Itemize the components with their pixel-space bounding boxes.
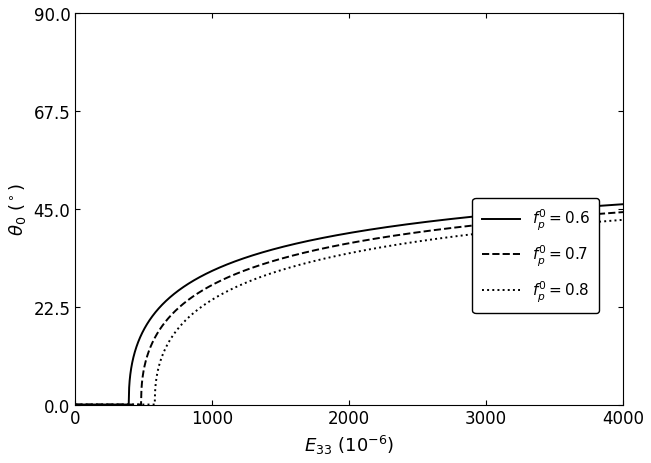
Line: $f_p^0 = 0.8$: $f_p^0 = 0.8$ — [76, 220, 623, 405]
$f_p^0 = 0.7$ — [179, 302, 187, 307]
Line: $f_p^0 = 0.6$: $f_p^0 = 0.6$ — [76, 205, 623, 405]
Y-axis label: $\theta_0$ ($^\circ$): $\theta_0$ ($^\circ$) — [7, 183, 28, 236]
$f_p^0 = 0.8$ — [179, 321, 187, 326]
$f_p^0 = 0.8$ — [94, 402, 102, 407]
$f_p^0 = 0.7$ — [72, 402, 79, 407]
$f_p^0 = 0.7$ — [104, 402, 112, 407]
$f_p^0 = 0.7$ — [619, 210, 627, 215]
Line: $f_p^0 = 0.7$: $f_p^0 = 0.7$ — [76, 213, 623, 405]
Legend: $f_p^0 = 0.6$, $f_p^0 = 0.7$, $f_p^0 = 0.8$: $f_p^0 = 0.6$, $f_p^0 = 0.7$, $f_p^0 = 0… — [473, 199, 599, 313]
$f_p^0 = 0.7$ — [94, 402, 102, 407]
$f_p^0 = 0.6$ — [94, 402, 102, 407]
$f_p^0 = 0.6$ — [74, 402, 82, 407]
$f_p^0 = 0.7$ — [339, 242, 347, 248]
X-axis label: $E_{33}$ $(10^{-6})$: $E_{33}$ $(10^{-6})$ — [304, 433, 395, 456]
$f_p^0 = 0.7$ — [590, 212, 598, 218]
$f_p^0 = 0.8$ — [72, 402, 79, 407]
$f_p^0 = 0.6$ — [104, 402, 112, 407]
$f_p^0 = 0.8$ — [104, 402, 112, 407]
$f_p^0 = 0.6$ — [72, 402, 79, 407]
$f_p^0 = 0.6$ — [619, 202, 627, 207]
$f_p^0 = 0.7$ — [74, 402, 82, 407]
$f_p^0 = 0.6$ — [590, 204, 598, 210]
$f_p^0 = 0.8$ — [74, 402, 82, 407]
$f_p^0 = 0.6$ — [339, 232, 347, 238]
$f_p^0 = 0.8$ — [619, 218, 627, 223]
$f_p^0 = 0.8$ — [339, 252, 347, 258]
$f_p^0 = 0.8$ — [590, 220, 598, 225]
$f_p^0 = 0.6$ — [179, 285, 187, 291]
